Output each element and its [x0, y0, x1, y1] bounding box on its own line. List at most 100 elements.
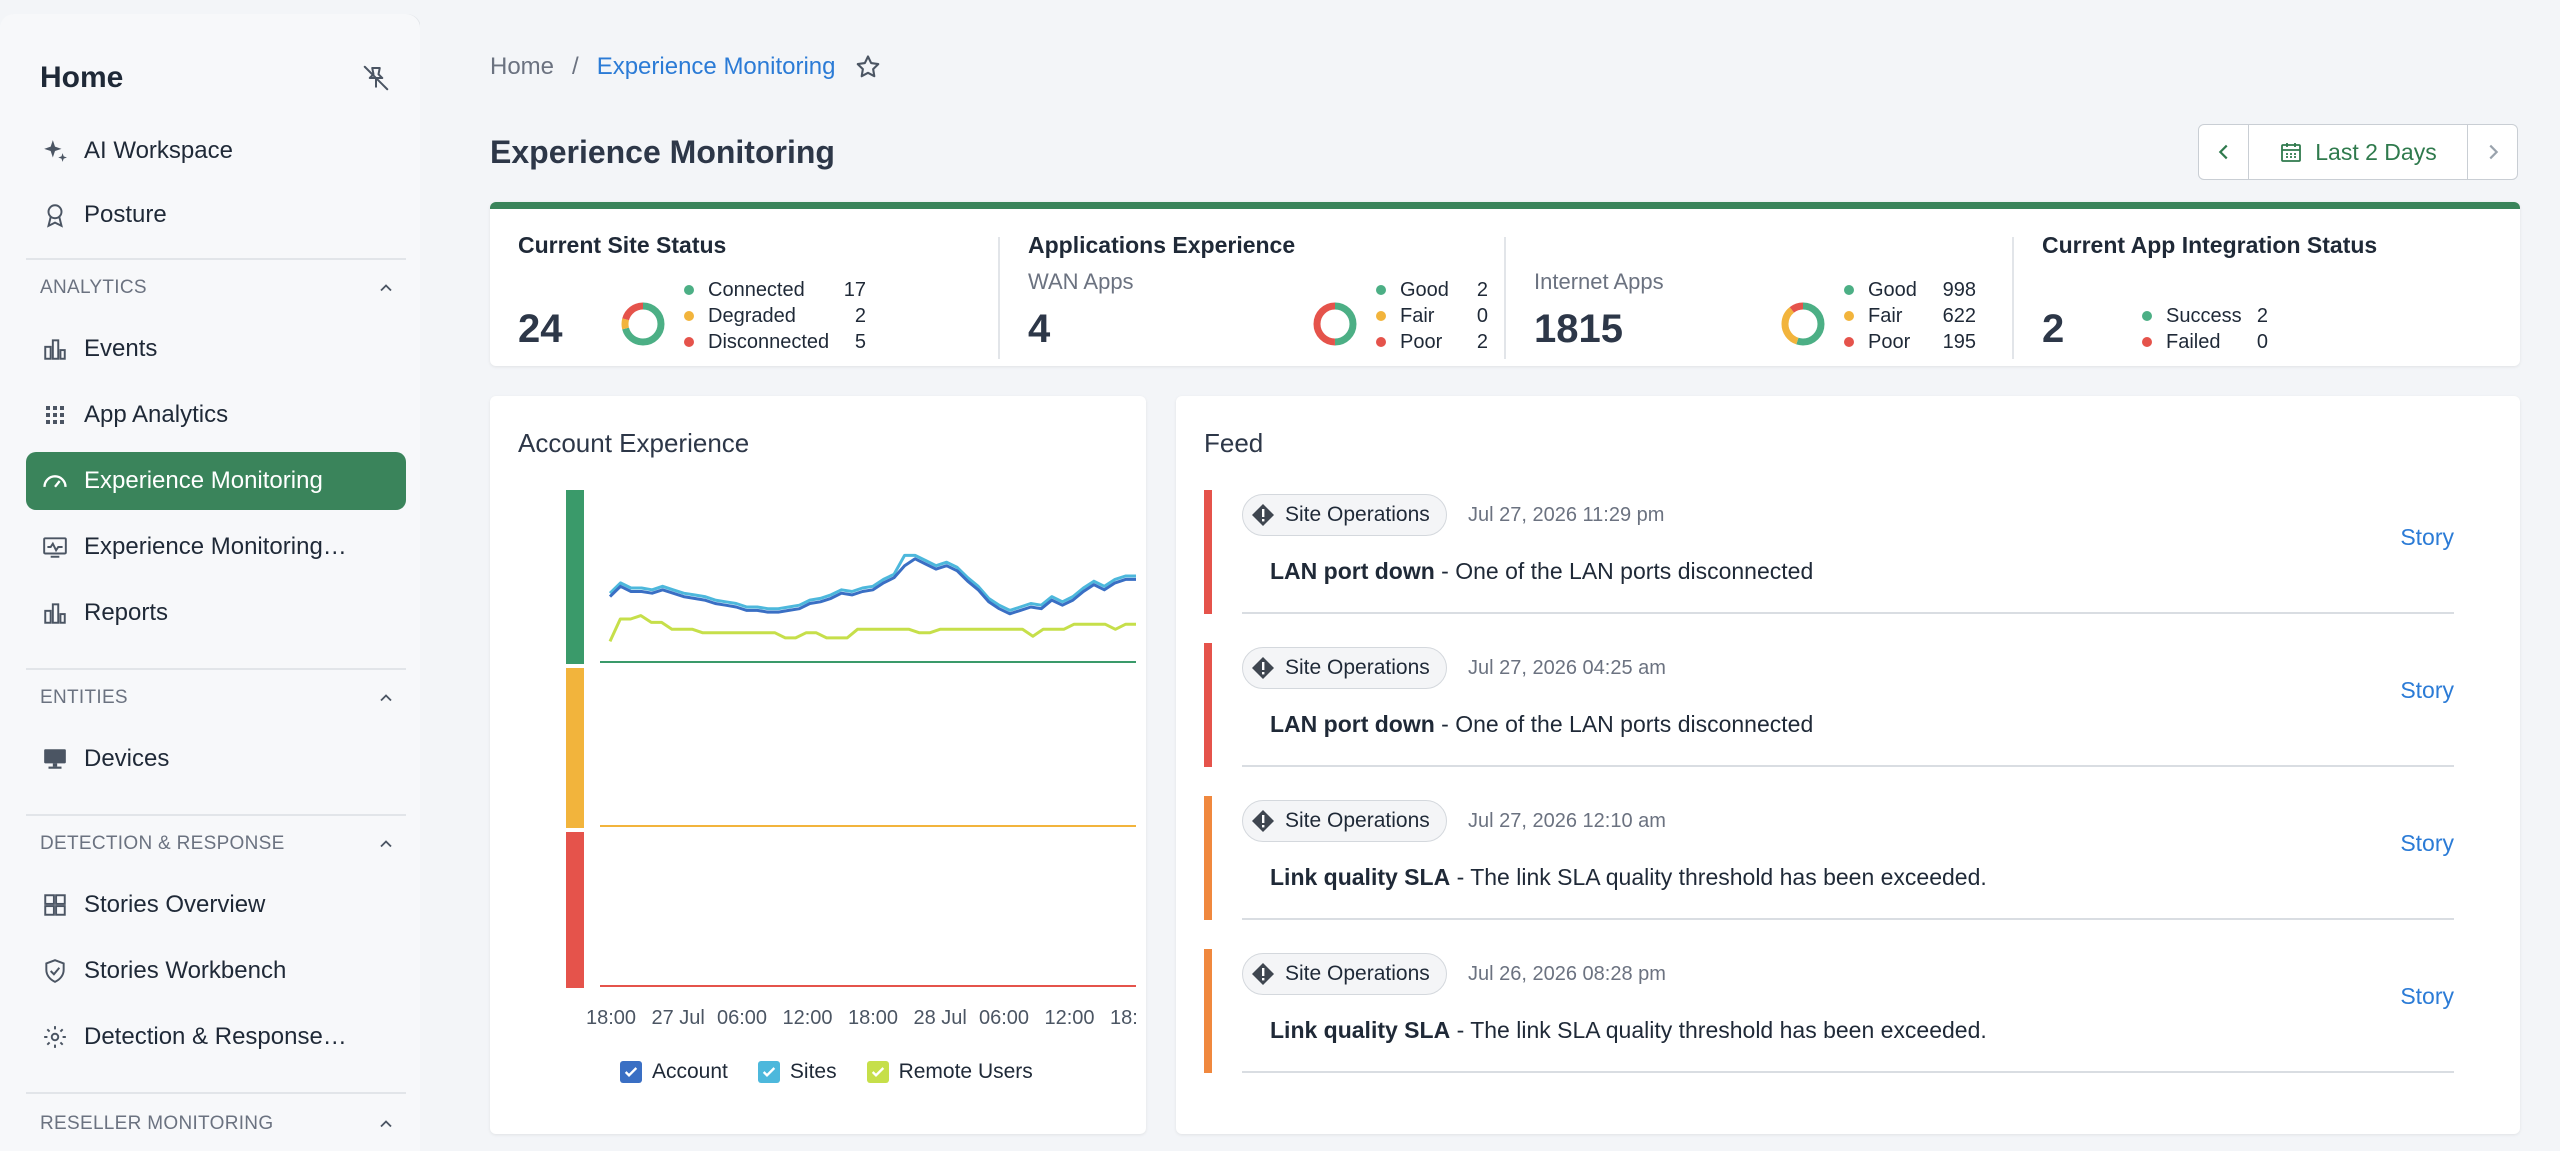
- legend-value: 998: [1942, 278, 1976, 301]
- feed-message-title: LAN port down: [1270, 711, 1435, 737]
- story-link[interactable]: Story: [2400, 983, 2454, 1009]
- sidebar-item-posture[interactable]: Posture: [26, 186, 406, 244]
- feed-item: Site Operations Jul 27, 2026 11:29 pm LAN …: [1204, 490, 2454, 618]
- sidebar-item-detection-response[interactable]: Detection & Response…: [26, 1008, 406, 1066]
- legend-row-good: Good 2: [1376, 277, 1488, 303]
- feed-tag[interactable]: Site Operations: [1242, 800, 1447, 842]
- legend-account-toggle[interactable]: Account: [620, 1060, 728, 1084]
- star-icon[interactable]: [854, 53, 882, 81]
- sidebar-item-label: App Analytics: [84, 401, 229, 428]
- sidebar-header: Home: [40, 50, 396, 106]
- sidebar-item-label: AI Workspace: [84, 137, 233, 164]
- warning-icon: [1251, 962, 1275, 986]
- legend-label: Success: [2166, 304, 2242, 327]
- wan-apps-total: 4: [1028, 307, 1051, 351]
- warning-icon: [1251, 503, 1275, 527]
- section-detection-response[interactable]: DETECTION & RESPONSE: [40, 824, 396, 864]
- legend-label: Account: [652, 1060, 728, 1083]
- sidebar-item-stories-workbench[interactable]: Stories Workbench: [26, 942, 406, 1000]
- legend-label: Fair: [1400, 304, 1435, 327]
- section-label: DETECTION & RESPONSE: [40, 833, 285, 854]
- legend-row-poor: Poor 195: [1844, 329, 1976, 355]
- sidebar-item-label: Devices: [84, 745, 170, 772]
- sidebar-item-label: Reports: [84, 599, 169, 626]
- legend-value: 17: [843, 278, 866, 301]
- chart-legend: Account Sites Remote Users: [620, 1060, 1033, 1084]
- sidebar-item-events[interactable]: Events: [26, 320, 406, 378]
- divider: [26, 258, 406, 260]
- sidebar-item-ai-workspace[interactable]: AI Workspace: [26, 122, 406, 180]
- sidebar-item-label: Posture: [84, 201, 167, 228]
- date-next-button[interactable]: [2467, 125, 2517, 179]
- divider: [998, 237, 1000, 359]
- sidebar-item-experience-monitoring-2[interactable]: Experience Monitoring…: [26, 518, 406, 576]
- sidebar-item-devices[interactable]: Devices: [26, 730, 406, 788]
- legend-dot: [2142, 311, 2152, 321]
- divider: [1242, 765, 2454, 767]
- warning-icon: [1251, 656, 1275, 680]
- story-link[interactable]: Story: [2400, 677, 2454, 703]
- series-line-sites: [608, 553, 1136, 612]
- x-tick-label: 06:00: [979, 1007, 1029, 1029]
- x-tick-label: 27 Jul: [652, 1007, 705, 1029]
- series-line-account: [608, 557, 1136, 616]
- grid-icon: [40, 400, 70, 430]
- section-reseller-monitoring[interactable]: RESELLER MONITORING: [40, 1104, 396, 1144]
- date-prev-button[interactable]: [2199, 125, 2249, 179]
- x-tick-label: 18:: [1110, 1007, 1138, 1029]
- section-label: ANALYTICS: [40, 277, 147, 298]
- band-good: [566, 490, 584, 664]
- feed-card: Feed Site Operations Jul 27, 2026 11:29 p…: [1176, 396, 2520, 1134]
- legend-sites-toggle[interactable]: Sites: [757, 1060, 837, 1084]
- date-range-control: Last 2 Days: [2198, 124, 2518, 180]
- legend-dot: [684, 337, 694, 347]
- integration-status-title: Current App Integration Status: [2042, 232, 2378, 258]
- dashboard-icon: [40, 890, 70, 920]
- sidebar-item-reports[interactable]: Reports: [26, 584, 406, 642]
- sidebar: Home AI Workspace Posture ANALYTICS Even…: [0, 14, 420, 1151]
- legend-label: Sites: [789, 1060, 837, 1083]
- legend-remote-users-toggle[interactable]: Remote Users: [866, 1060, 1033, 1084]
- site-status-legend: Connected 17 Degraded 2 Disconnected 5: [684, 277, 866, 355]
- x-tick-label: 12:00: [783, 1007, 833, 1029]
- feed-tag-label: Site Operations: [1285, 503, 1430, 526]
- legend-value: 622: [1942, 304, 1976, 327]
- chevron-up-icon: [380, 694, 392, 702]
- legend-row-success: Success 2: [2142, 303, 2268, 329]
- feed-tag[interactable]: Site Operations: [1242, 953, 1447, 995]
- sidebar-item-app-analytics[interactable]: App Analytics: [26, 386, 406, 444]
- chevron-up-icon: [380, 1120, 392, 1128]
- feed-tag[interactable]: Site Operations: [1242, 647, 1447, 689]
- account-experience-title: Account Experience: [518, 428, 750, 458]
- section-analytics[interactable]: ANALYTICS: [40, 268, 396, 308]
- legend-label: Good: [1868, 278, 1917, 301]
- feed-tag[interactable]: Site Operations: [1242, 494, 1447, 536]
- internet-apps-donut: [1781, 302, 1825, 346]
- internet-apps-total: 1815: [1534, 307, 1623, 351]
- sparkle-icon: [40, 136, 70, 166]
- severity-bar: [1204, 796, 1212, 920]
- sidebar-item-stories-overview[interactable]: Stories Overview: [26, 876, 406, 934]
- legend-value: 2: [1476, 278, 1488, 301]
- section-entities[interactable]: ENTITIES: [40, 678, 396, 718]
- checkbox-checked-icon: [757, 1061, 780, 1083]
- legend-dot: [2142, 337, 2152, 347]
- site-status-donut: [621, 302, 665, 346]
- breadcrumb-current: Experience Monitoring: [596, 53, 836, 80]
- date-range-button[interactable]: Last 2 Days: [2249, 125, 2467, 179]
- integration-status-legend: Success 2 Failed 0: [2142, 303, 2268, 355]
- legend-label: Connected: [708, 278, 805, 301]
- chevron-right-icon: [2488, 144, 2498, 160]
- story-link[interactable]: Story: [2400, 830, 2454, 856]
- breadcrumb-separator: /: [572, 53, 579, 80]
- gauge-icon: [40, 466, 70, 496]
- sidebar-item-experience-monitoring[interactable]: Experience Monitoring: [26, 452, 406, 510]
- chevron-up-icon: [380, 284, 392, 292]
- unpin-icon[interactable]: [356, 58, 396, 98]
- legend-row-degraded: Degraded 2: [684, 303, 866, 329]
- apps-experience-title: Applications Experience: [1028, 232, 1296, 258]
- breadcrumb-home[interactable]: Home: [490, 53, 555, 80]
- legend-row-fair: Fair 622: [1844, 303, 1976, 329]
- internet-apps-label: Internet Apps: [1534, 269, 1664, 294]
- story-link[interactable]: Story: [2400, 524, 2454, 550]
